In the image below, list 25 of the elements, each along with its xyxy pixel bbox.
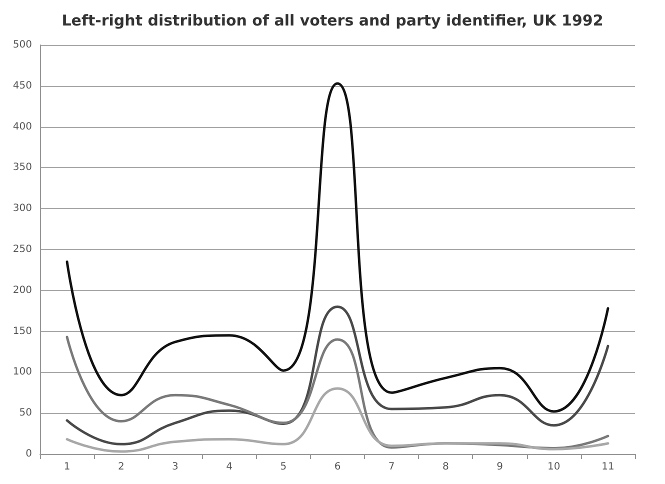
y-tick-label: 200	[12, 284, 32, 296]
x-tick-label: 6	[334, 462, 341, 472]
line-series	[66, 82, 610, 413]
x-tick-label: 5	[280, 462, 287, 472]
y-tick-label: 350	[12, 162, 32, 174]
y-tick-label: 450	[12, 80, 32, 92]
x-tick-label: 10	[547, 462, 560, 472]
y-tick-label: 50	[19, 408, 32, 419]
x-tick-label: 7	[388, 462, 395, 472]
x-tick-label: 4	[226, 462, 233, 472]
x-tick-label: 3	[172, 462, 178, 472]
y-tick-label: 250	[12, 244, 32, 255]
line-series	[66, 306, 610, 446]
y-tick-label: 400	[12, 121, 32, 132]
x-tick-label: 11	[602, 462, 614, 472]
y-tick-label: 500	[12, 40, 32, 50]
y-tick-label: 300	[12, 203, 32, 214]
y-tick-label: 100	[12, 366, 32, 378]
x-tick-label: 8	[442, 462, 449, 472]
x-tick-label: 2	[118, 462, 124, 472]
y-tick-label: 0	[26, 448, 32, 460]
y-tick-label: 150	[12, 326, 32, 337]
chart-title: Left-right distribution of all voters and party identifier, UK 1992	[62, 12, 604, 30]
x-tick-label: 1	[64, 462, 70, 472]
x-tick-label: 9	[496, 462, 503, 472]
